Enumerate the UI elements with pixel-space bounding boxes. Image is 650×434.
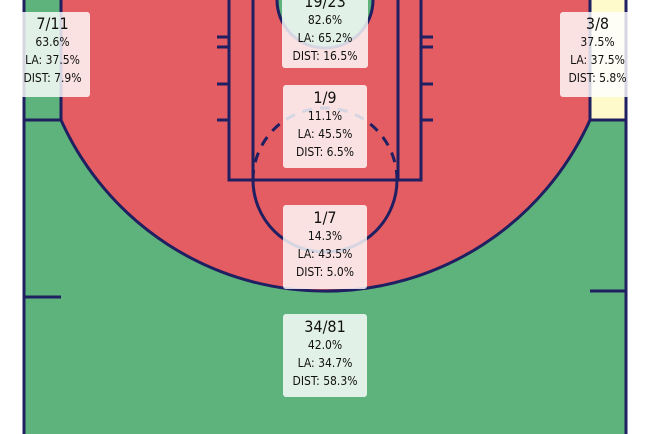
- zone-dist: DIST: 6.5%: [295, 145, 355, 159]
- zone-made: 34/81: [304, 317, 346, 336]
- zone-made: 3/8: [585, 14, 610, 33]
- zone-la: LA: 37.5%: [25, 53, 80, 67]
- zone-dist: DIST: 5.8%: [568, 71, 627, 85]
- zone-label-mid-range: 1/7 14.3% LA: 43.5% DIST: 5.0%: [283, 205, 367, 289]
- zone-pct: 14.3%: [307, 229, 343, 243]
- zone-label-paint-non-ra: 1/9 11.1% LA: 45.5% DIST: 6.5%: [283, 85, 367, 168]
- zone-dist: DIST: 16.5%: [292, 49, 358, 63]
- zone-label-above-break-three: 34/81 42.0% LA: 34.7% DIST: 58.3%: [283, 314, 367, 397]
- zone-pct: 82.6%: [307, 13, 343, 27]
- zone-made: 1/9: [313, 88, 337, 107]
- inner-lane: [251, 0, 400, 182]
- zone-la: LA: 37.5%: [570, 53, 625, 67]
- zone-dist: DIST: 7.9%: [23, 71, 82, 85]
- zone-la: LA: 34.7%: [297, 356, 353, 370]
- zone-pct: 11.1%: [307, 109, 343, 123]
- zone-la: LA: 45.5%: [297, 127, 353, 141]
- zone-label-right-corner-three: 3/8 37.5% LA: 37.5% DIST: 5.8%: [560, 12, 635, 97]
- zone-label-left-corner-three: 7/11 63.6% LA: 37.5% DIST: 7.9%: [15, 12, 90, 97]
- zone-made: 7/11: [36, 14, 69, 33]
- zone-la: LA: 43.5%: [297, 247, 353, 261]
- zone-dist: DIST: 58.3%: [292, 374, 358, 388]
- zone-made: 19/23: [304, 0, 346, 11]
- zone-pct: 42.0%: [307, 338, 343, 352]
- zone-dist: DIST: 5.0%: [295, 265, 355, 279]
- zone-la: LA: 65.2%: [297, 31, 353, 45]
- three-point-arc: [59, 119, 592, 293]
- zone-label-restricted-area: 19/23 82.6% LA: 65.2% DIST: 16.5%: [282, 0, 368, 68]
- zone-pct: 37.5%: [580, 35, 615, 49]
- zone-pct: 63.6%: [35, 35, 70, 49]
- zone-made: 1/7: [313, 208, 337, 227]
